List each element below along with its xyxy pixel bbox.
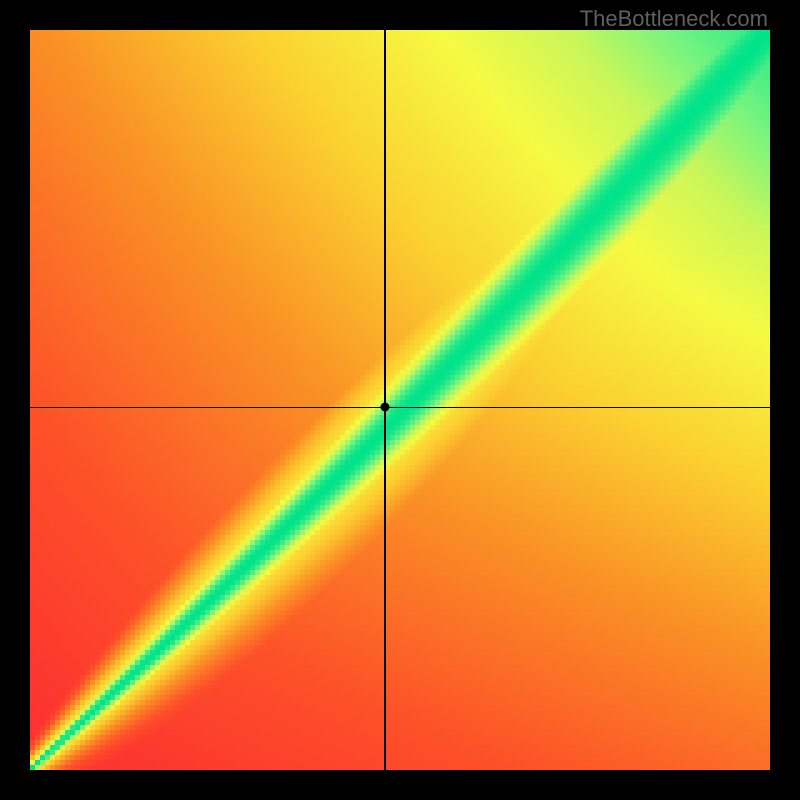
crosshair-horizontal: [30, 407, 770, 409]
chart-container: TheBottleneck.com: [0, 0, 800, 800]
crosshair-vertical: [384, 30, 386, 770]
plot-area: [30, 30, 770, 770]
marker-dot: [381, 403, 390, 412]
watermark-text: TheBottleneck.com: [580, 6, 768, 32]
heatmap-canvas: [30, 30, 770, 770]
